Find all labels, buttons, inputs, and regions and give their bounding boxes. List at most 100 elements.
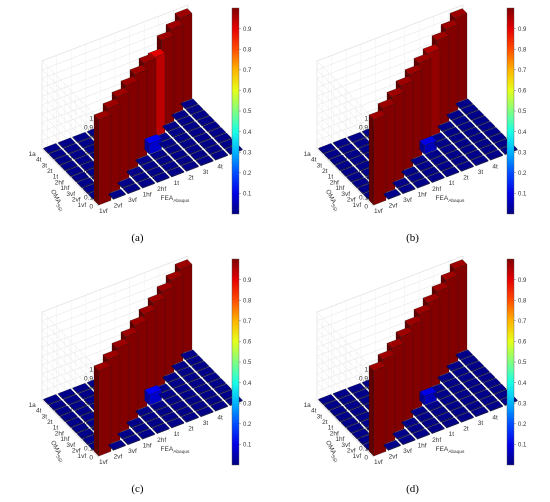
x-tick-label: 3t	[203, 169, 209, 176]
bar	[383, 188, 401, 200]
bar-top-face	[465, 149, 483, 160]
bar	[332, 137, 351, 149]
bar-top-face	[395, 76, 414, 86]
bar	[185, 355, 204, 367]
bar-top-face	[413, 53, 432, 64]
z-tick-label: 0.1	[359, 195, 368, 202]
y-tick-label: 2vf	[72, 196, 81, 203]
bar-top-face	[43, 143, 61, 154]
bar	[460, 104, 479, 116]
bar-top-face	[436, 411, 454, 422]
bar	[74, 405, 93, 417]
bar	[451, 366, 470, 378]
y-axis-label: OMASSI	[322, 189, 341, 213]
bar-top-face	[208, 378, 226, 388]
y-tick-label: 2hf	[330, 430, 339, 437]
y-axis-label-sub: SSI	[54, 454, 63, 464]
y-tick-label: 4t	[36, 408, 42, 415]
bar	[427, 172, 445, 184]
bar-top-face	[80, 160, 98, 171]
bar	[158, 389, 177, 401]
bar	[171, 360, 189, 372]
bar-top-face	[454, 138, 472, 149]
bar-top-face	[445, 400, 463, 411]
bar	[176, 366, 195, 378]
bar-top-face	[419, 135, 437, 146]
bar-top-face	[415, 411, 434, 422]
bar	[445, 400, 463, 412]
bar-top-face	[48, 399, 67, 410]
bar	[152, 172, 170, 184]
bar-top-face	[120, 327, 139, 337]
bar-top-face	[176, 115, 195, 126]
x-tick-label: 2t	[463, 175, 469, 182]
bar-top-face	[60, 411, 78, 422]
colorbar-tick-label: 0.1	[243, 443, 252, 449]
bar	[488, 132, 507, 144]
bar	[117, 177, 135, 189]
bar	[181, 160, 199, 172]
bar-top-face	[439, 394, 458, 405]
bar	[397, 434, 416, 446]
x-axis-label-sub: Abaqus	[173, 198, 190, 204]
bar-top-face	[440, 19, 459, 30]
y-tick-label: 2t	[47, 168, 53, 175]
colorbar-tick-label: 0.2	[518, 171, 527, 177]
bar	[442, 126, 461, 138]
bar-top-face	[167, 126, 186, 137]
bar-top-face	[406, 423, 425, 433]
z-tick-label: 0.1	[84, 195, 93, 202]
colorbar-tick-label: 0.5	[243, 109, 252, 115]
colorbar-tick-label: 0.8	[518, 298, 527, 304]
bars	[318, 8, 518, 206]
bars	[43, 259, 243, 457]
bar-top-face	[470, 406, 489, 417]
bar	[71, 171, 89, 183]
bar-top-face	[193, 383, 212, 394]
bar-top-face	[450, 406, 469, 417]
bar-top-face	[433, 389, 452, 399]
bar	[421, 166, 440, 178]
bar-front-face	[373, 114, 387, 206]
bar-top-face	[412, 177, 431, 188]
bar-top-face	[466, 109, 485, 120]
chart-svg: 00.10.20.30.40.50.60.70.80.91MAC1vf2vf3v…	[29, 255, 252, 466]
colorbar-tick-label: 0.3	[518, 150, 527, 156]
x-tick-label: 2t	[463, 426, 469, 433]
bar	[164, 394, 183, 406]
colorbar-tick-label: 0.2	[243, 171, 252, 177]
bar-top-face	[195, 406, 214, 417]
bar-top-face	[448, 132, 467, 143]
panel-caption: (b)	[406, 232, 419, 244]
bar-top-face	[93, 110, 112, 120]
bar-top-face	[170, 149, 188, 160]
y-axis-label: OMASSI	[322, 440, 341, 464]
bar	[190, 149, 208, 161]
bar-top-face	[182, 121, 201, 132]
bar-top-face	[171, 109, 189, 120]
bar-top-face	[213, 383, 232, 394]
bar-top-face	[463, 126, 481, 137]
bar-top-face	[126, 417, 144, 428]
x-tick-label: 1hf	[143, 191, 152, 198]
x-tick-label: 3vf	[128, 448, 137, 455]
bar-front-face	[98, 365, 112, 457]
bar-top-face	[191, 109, 210, 120]
bar-top-face	[386, 338, 405, 349]
bar	[340, 166, 359, 177]
bar	[179, 389, 197, 401]
bar	[152, 423, 170, 435]
bar-top-face	[456, 160, 474, 171]
bar-top-face	[72, 383, 91, 393]
bar	[392, 177, 410, 189]
bar	[457, 372, 476, 384]
bar-top-face	[102, 349, 121, 360]
bar	[446, 360, 464, 372]
colorbar-tick-label: 0.4	[243, 130, 252, 136]
bar-top-face	[355, 160, 373, 171]
y-tick-label: 1t	[328, 425, 334, 432]
bar-top-face	[431, 30, 450, 41]
chart-panel-d: 00.10.20.30.40.50.60.70.80.91MAC1vf2vf3v…	[275, 251, 550, 502]
bar-top-face	[477, 121, 496, 132]
bar	[338, 143, 357, 155]
